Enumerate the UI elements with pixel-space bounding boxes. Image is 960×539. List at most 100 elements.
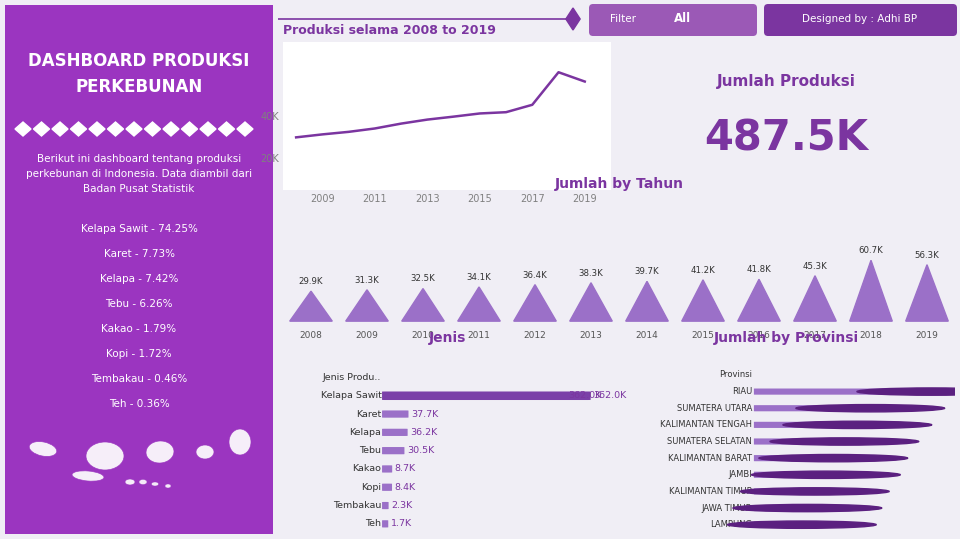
Text: 45.3K: 45.3K (803, 261, 828, 271)
Circle shape (733, 505, 881, 512)
Text: 2009: 2009 (355, 331, 378, 340)
Polygon shape (626, 281, 668, 321)
Text: JAMBI: JAMBI (729, 470, 753, 479)
Polygon shape (145, 122, 160, 136)
FancyBboxPatch shape (754, 422, 859, 428)
FancyBboxPatch shape (589, 4, 757, 36)
FancyBboxPatch shape (754, 522, 804, 528)
Text: 2013: 2013 (580, 331, 603, 340)
Text: 31.3K: 31.3K (354, 275, 379, 285)
Text: 56.3K: 56.3K (915, 251, 940, 260)
FancyBboxPatch shape (382, 447, 404, 454)
FancyBboxPatch shape (382, 429, 408, 436)
Ellipse shape (196, 445, 214, 459)
FancyBboxPatch shape (754, 488, 816, 494)
Polygon shape (126, 122, 142, 136)
FancyBboxPatch shape (382, 520, 388, 528)
Text: 8.4K: 8.4K (395, 483, 416, 492)
Polygon shape (401, 288, 444, 321)
Ellipse shape (165, 484, 171, 488)
Text: 2017: 2017 (804, 331, 827, 340)
Text: DASHBOARD PRODUKSI
PERKEBUNAN: DASHBOARD PRODUKSI PERKEBUNAN (28, 52, 250, 95)
Ellipse shape (152, 482, 158, 486)
Text: 2010: 2010 (412, 331, 435, 340)
Text: Kelapa Sawit: Kelapa Sawit (321, 391, 381, 400)
Polygon shape (181, 122, 198, 136)
Circle shape (740, 488, 889, 495)
Text: 41.8K: 41.8K (747, 265, 772, 274)
Text: 37.7K: 37.7K (411, 410, 438, 419)
Text: Kopi - 1.72%: Kopi - 1.72% (107, 349, 172, 359)
Ellipse shape (86, 442, 124, 470)
Text: Tebu - 6.26%: Tebu - 6.26% (106, 299, 173, 309)
Title: Jumlah by Provinsi: Jumlah by Provinsi (713, 330, 858, 344)
Text: 36.2K: 36.2K (410, 428, 437, 437)
Polygon shape (15, 122, 31, 136)
Text: Jenis Produ..: Jenis Produ.. (323, 373, 381, 382)
Text: KALIMANTAN BARAT: KALIMANTAN BARAT (668, 454, 753, 462)
Circle shape (728, 521, 876, 528)
Text: 2012: 2012 (523, 331, 546, 340)
Circle shape (783, 421, 932, 429)
Text: KALIMANTAN TENGAH: KALIMANTAN TENGAH (660, 420, 753, 430)
Text: 60.7K: 60.7K (858, 246, 883, 255)
Polygon shape (200, 122, 216, 136)
Title: Jenis: Jenis (428, 330, 466, 344)
Polygon shape (219, 122, 234, 136)
Text: Kakao: Kakao (352, 465, 381, 473)
Polygon shape (346, 290, 388, 321)
Circle shape (752, 471, 900, 479)
Text: 362.0K: 362.0K (593, 391, 626, 400)
Text: LAMPUNG: LAMPUNG (710, 520, 753, 529)
Polygon shape (70, 122, 86, 136)
Text: SUMATERA UTARA: SUMATERA UTARA (677, 404, 753, 413)
Text: JAWA TIMUR: JAWA TIMUR (702, 503, 753, 513)
Ellipse shape (72, 471, 104, 481)
Polygon shape (794, 276, 836, 321)
Circle shape (796, 405, 945, 412)
Text: Kelapa Sawit - 74.25%: Kelapa Sawit - 74.25% (81, 224, 198, 234)
FancyBboxPatch shape (754, 455, 835, 461)
FancyBboxPatch shape (754, 472, 828, 478)
Ellipse shape (146, 441, 174, 463)
Text: Tebu: Tebu (359, 446, 381, 455)
Text: 2014: 2014 (636, 331, 659, 340)
FancyBboxPatch shape (754, 389, 933, 395)
Text: 39.7K: 39.7K (635, 267, 660, 277)
Polygon shape (850, 260, 892, 321)
FancyBboxPatch shape (382, 483, 392, 491)
Text: 2018: 2018 (859, 331, 882, 340)
Polygon shape (682, 280, 724, 321)
Ellipse shape (229, 429, 251, 455)
Polygon shape (458, 287, 500, 321)
Polygon shape (290, 291, 332, 321)
Text: All: All (675, 12, 691, 25)
Text: Designed by : Adhi BP: Designed by : Adhi BP (803, 14, 918, 24)
Ellipse shape (139, 480, 147, 485)
Text: Teh - 0.36%: Teh - 0.36% (108, 399, 169, 409)
FancyBboxPatch shape (382, 391, 590, 400)
Text: 36.4K: 36.4K (522, 271, 547, 280)
FancyBboxPatch shape (754, 405, 872, 411)
Polygon shape (569, 283, 612, 321)
Text: 30.5K: 30.5K (407, 446, 434, 455)
Text: 8.7K: 8.7K (395, 465, 416, 473)
Text: Karet - 7.73%: Karet - 7.73% (104, 249, 175, 259)
Polygon shape (163, 122, 179, 136)
FancyBboxPatch shape (764, 4, 957, 36)
Text: Kakao - 1.79%: Kakao - 1.79% (102, 324, 177, 334)
Text: 32.5K: 32.5K (411, 274, 436, 284)
Text: Berikut ini dashboard tentang produksi
perkebunan di Indonesia. Data diambil dar: Berikut ini dashboard tentang produksi p… (26, 154, 252, 194)
Text: Kelapa: Kelapa (349, 428, 381, 437)
Circle shape (759, 454, 907, 462)
Text: Teh: Teh (366, 520, 381, 528)
FancyBboxPatch shape (1, 1, 277, 538)
Polygon shape (108, 122, 124, 136)
Text: Karet: Karet (356, 410, 381, 419)
Polygon shape (52, 122, 68, 136)
Circle shape (770, 438, 919, 445)
Text: KALIMANTAN TIMUR: KALIMANTAN TIMUR (669, 487, 753, 496)
Text: 41.2K: 41.2K (690, 266, 715, 275)
Text: 34.1K: 34.1K (467, 273, 492, 282)
Text: Kelapa - 7.42%: Kelapa - 7.42% (100, 274, 179, 284)
